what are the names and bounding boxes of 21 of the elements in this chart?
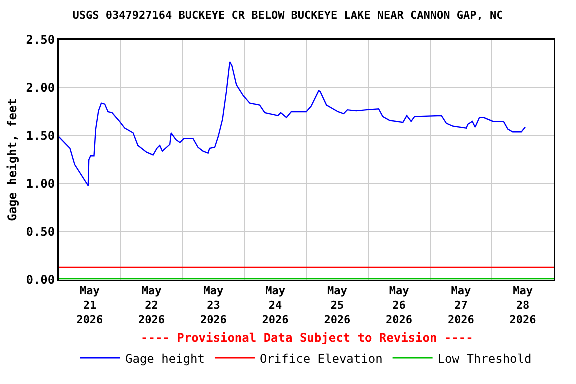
chart-title: USGS 0347927164 BUCKEYE CR BELOW BUCKEYE LAKE NEAR CANNON GAP, NC: [72, 9, 504, 22]
y-tick-label: 2.50: [26, 33, 56, 48]
y-axis-title: Gage height, feet: [6, 98, 20, 222]
x-tick-label: May 28 2026: [510, 284, 537, 326]
legend-label: Orifice Elevation: [260, 352, 383, 366]
x-tick-label: May 27 2026: [448, 284, 475, 326]
text: ---- Provisional Data Subject to Revision ----: [141, 331, 474, 345]
line-series: [59, 61, 526, 187]
x-tick-label: May 25 2026: [324, 284, 352, 326]
legend-label: Gage height: [126, 352, 205, 366]
y-tick-label: 0.50: [26, 225, 56, 240]
x-tick-label: May 23 2026: [200, 284, 228, 326]
y-tick-label: 1.00: [26, 177, 56, 192]
x-tick-label: May 24 2026: [262, 284, 290, 326]
y-tick-label: 2.00: [26, 81, 56, 96]
legend-label: Low Threshold: [438, 352, 532, 366]
x-tick-label: May 22 2026: [138, 284, 166, 326]
y-tick-label: 0.00: [26, 273, 56, 288]
x-tick-label: May 21 2026: [76, 284, 104, 326]
y-tick-label: 1.50: [26, 129, 56, 144]
x-tick-label: May 26 2026: [386, 284, 413, 326]
